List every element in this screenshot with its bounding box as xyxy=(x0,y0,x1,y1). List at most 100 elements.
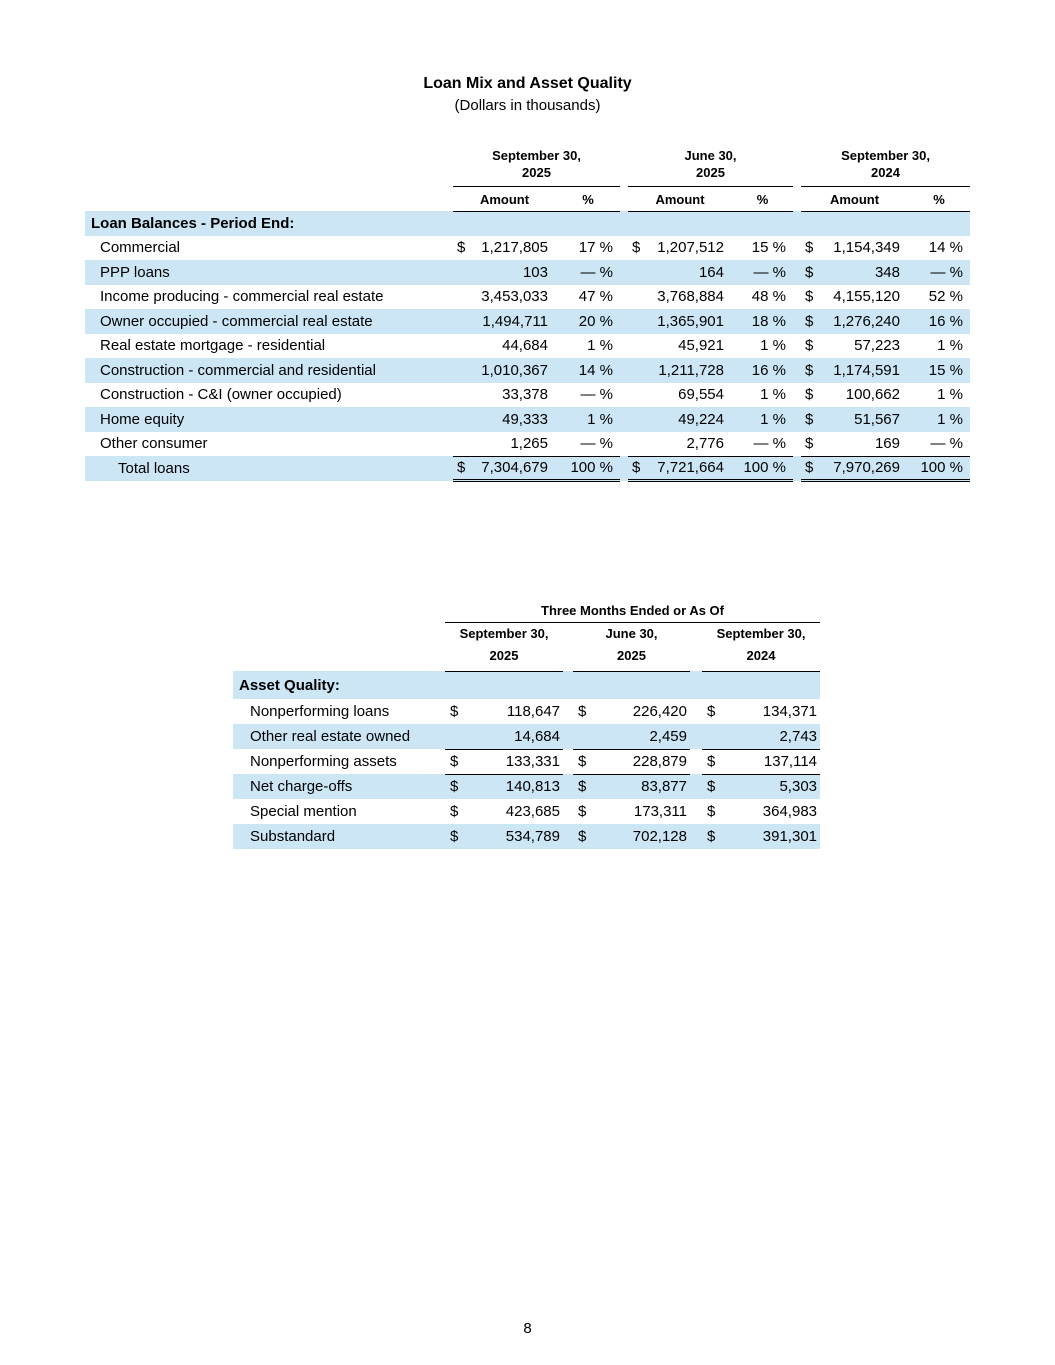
column-header-jun30-2025: June 30, 2025 xyxy=(628,146,793,187)
amount-value: 118,647 xyxy=(506,703,560,721)
date-line: September 30, xyxy=(492,147,581,163)
column-gap xyxy=(793,334,801,359)
amount-value: 137,114 xyxy=(763,753,818,771)
row-label: Total loans xyxy=(118,459,190,477)
dollar-sign: $ xyxy=(805,435,814,452)
page-number: 8 xyxy=(523,1320,532,1337)
dollar-sign: $ xyxy=(805,239,814,257)
dollar-sign: $ xyxy=(805,288,814,306)
amount-value: 1,207,512 xyxy=(657,239,724,257)
amount-inner: 1,211,728 xyxy=(632,362,724,379)
amount-cell: 164 xyxy=(628,260,732,285)
column-gap xyxy=(563,724,573,749)
amount-value: 1,265 xyxy=(510,435,548,452)
amount-value: 164 xyxy=(698,263,724,281)
dollar-sign: $ xyxy=(450,703,459,721)
asset-quality-table: Three Months Ended or As Of September 30… xyxy=(233,598,821,850)
amount-value: 534,789 xyxy=(505,828,560,846)
amount-inner: $133,331 xyxy=(450,753,560,770)
asset-date-header-row: September 30, 2025 June 30, 2025 Septemb… xyxy=(233,622,821,672)
amount-cell: $348 xyxy=(801,260,908,285)
amount-value: 103 xyxy=(522,263,548,281)
percent-cell: — % xyxy=(753,263,786,281)
dollar-sign: $ xyxy=(805,361,814,379)
dollar-sign: $ xyxy=(707,828,716,846)
column-gap xyxy=(620,146,628,186)
dollar-sign: $ xyxy=(450,803,459,821)
amount-header: Amount xyxy=(801,186,908,212)
amount-cell: 69,554 xyxy=(628,383,732,408)
row-label: PPP loans xyxy=(100,263,170,281)
amount-cell: 14,684 xyxy=(445,724,563,750)
percent-header: % xyxy=(732,186,793,212)
column-gap xyxy=(690,749,702,774)
column-gap xyxy=(620,358,628,383)
amount-cell: $423,685 xyxy=(445,799,563,824)
dollar-sign: $ xyxy=(457,239,466,257)
amount-value: 1,276,240 xyxy=(833,312,900,330)
column-gap xyxy=(793,309,801,334)
amount-inner: $226,420 xyxy=(578,703,687,720)
amount-inner: 14,684 xyxy=(450,728,560,745)
date-line: September 30, xyxy=(459,625,549,641)
amount-cell: $1,207,512 xyxy=(628,236,732,261)
column-gap xyxy=(620,383,628,408)
amount-cell: $7,304,679 xyxy=(453,455,556,482)
amount-cell: $137,114 xyxy=(702,749,821,775)
amount-inner: $1,217,805 xyxy=(457,239,548,256)
percent-cell: 48 % xyxy=(751,288,786,306)
amount-inner: 2,743 xyxy=(707,728,817,745)
percent-cell: 1 % xyxy=(760,386,786,404)
amount-inner: $83,877 xyxy=(578,778,687,795)
column-gap xyxy=(793,383,801,408)
loan-total-row: Total loans $7,304,679 100 % $7,721,664 100 … xyxy=(85,455,970,482)
section-header: Loan Balances - Period End: xyxy=(91,215,295,232)
percent-cell: 15 % xyxy=(751,239,786,257)
amount-value: 44,684 xyxy=(502,337,548,355)
dollar-sign: $ xyxy=(632,239,641,257)
amount-value: 391,301 xyxy=(762,828,818,846)
column-header-sep30-2024: September 30, 2024 xyxy=(702,622,821,672)
dollar-sign: $ xyxy=(578,828,587,846)
column-gap xyxy=(690,824,702,849)
amount-value: 228,879 xyxy=(632,753,687,771)
column-header-sep30-2025: September 30, 2025 xyxy=(445,622,563,672)
column-gap xyxy=(620,260,628,285)
amount-value: 1,211,728 xyxy=(658,361,724,379)
amount-cell: $1,174,591 xyxy=(801,358,908,383)
date-line: 2025 xyxy=(489,647,519,663)
percent-cell: 1 % xyxy=(937,337,963,355)
amount-inner: $7,970,269 xyxy=(805,459,900,476)
column-gap xyxy=(793,260,801,285)
percent-cell: 1 % xyxy=(587,337,613,355)
amount-inner: $7,304,679 xyxy=(457,459,548,476)
amount-value: 57,223 xyxy=(854,337,900,355)
amount-value: 423,685 xyxy=(505,803,560,821)
amount-inner: 1,265 xyxy=(457,435,548,452)
column-gap xyxy=(620,309,628,334)
amount-value: 173,311 xyxy=(633,803,687,821)
amount-inner: $1,174,591 xyxy=(805,362,900,379)
amount-inner: $228,879 xyxy=(578,753,687,770)
loan-row: Construction - C&I (owner occupied) 33,37… xyxy=(85,383,970,408)
amount-inner: $423,685 xyxy=(450,803,560,820)
amount-cell: $391,301 xyxy=(702,824,820,849)
row-label: Special mention xyxy=(250,803,357,821)
amount-value: 83,877 xyxy=(641,778,687,796)
amount-inner: $1,207,512 xyxy=(632,239,724,256)
amount-cell: 44,684 xyxy=(453,334,556,359)
amount-cell: $4,155,120 xyxy=(801,285,908,310)
date-line: June 30, xyxy=(605,625,658,641)
amount-cell: $57,223 xyxy=(801,334,908,359)
asset-table-body: Asset Quality: Nonperforming loans $118,6… xyxy=(233,671,821,850)
loan-row: Commercial $1,217,805 17 % $1,207,512 15 % $1… xyxy=(85,236,970,261)
row-label: Real estate mortgage - residential xyxy=(100,337,326,355)
column-header-sep30-2024: September 30, 2024 xyxy=(801,146,970,187)
percent-cell: 14 % xyxy=(578,361,613,379)
amount-cell: $140,813 xyxy=(445,774,563,799)
row-label: Construction - commercial and residentia… xyxy=(100,361,376,379)
amount-value: 1,217,805 xyxy=(481,239,548,257)
percent-cell: 1 % xyxy=(760,337,786,355)
dollar-sign: $ xyxy=(450,753,459,771)
section-header: Asset Quality: xyxy=(239,676,340,694)
